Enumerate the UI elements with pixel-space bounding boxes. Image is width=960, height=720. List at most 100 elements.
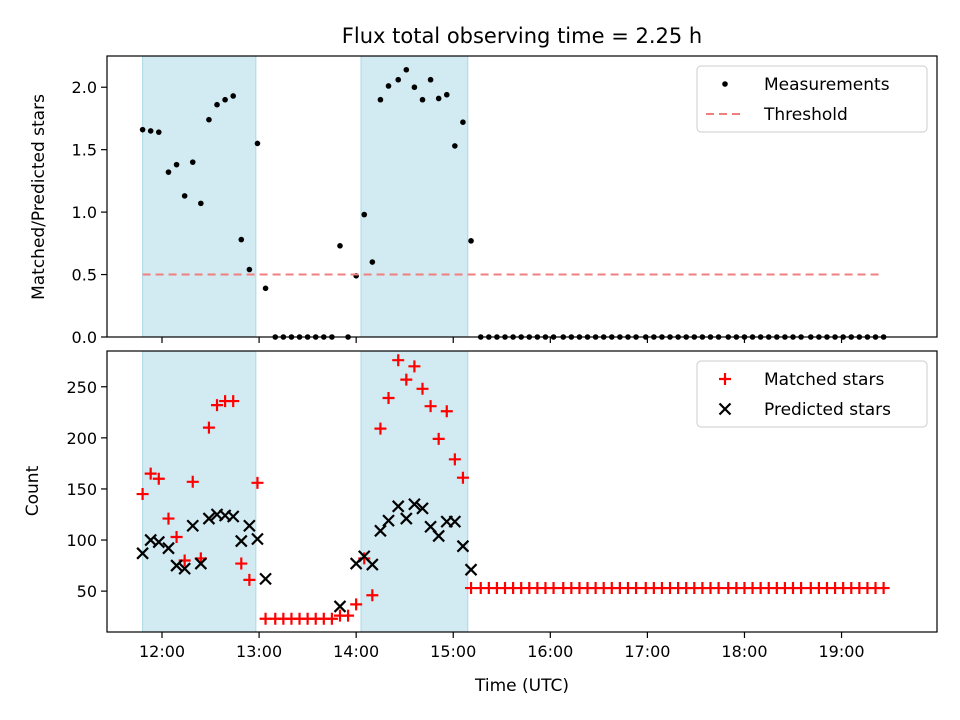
data-point <box>416 502 429 515</box>
shaded-interval <box>360 350 469 633</box>
data-point <box>342 609 355 622</box>
data-point <box>251 532 264 546</box>
data-point <box>243 573 256 586</box>
data-point <box>186 519 200 533</box>
data-point <box>254 140 261 147</box>
shaded-interval <box>142 55 257 338</box>
axes-frame <box>106 350 938 633</box>
data-point <box>440 405 453 418</box>
x-tick-label: 19:00 <box>818 642 864 661</box>
y-tick-label: 250 <box>66 378 97 397</box>
legend-entry: Predicted stars <box>764 400 891 420</box>
data-point <box>325 612 338 625</box>
y-tick-label: 50 <box>77 582 97 601</box>
top-y-axis-label: Matched/Predicted stars <box>29 94 49 300</box>
legend: Measurements Threshold <box>696 65 928 133</box>
data-point <box>136 488 149 501</box>
data-point <box>198 200 204 207</box>
x-tick-label: 12:00 <box>139 642 185 661</box>
shaded-interval <box>142 350 257 633</box>
data-point <box>443 91 450 98</box>
data-point <box>877 582 890 595</box>
x-tick-label: 18:00 <box>721 642 767 661</box>
legend-box <box>696 360 928 428</box>
y-tick-label: 0.0 <box>72 328 97 347</box>
y-tick-label: 0.5 <box>72 266 97 285</box>
data-point <box>385 83 392 89</box>
legend-marker <box>719 373 731 385</box>
data-point <box>416 382 429 395</box>
x-tick-label: 17:00 <box>624 642 670 661</box>
series-predicted-stars <box>136 497 478 613</box>
data-point <box>202 421 215 434</box>
data-point <box>400 512 413 525</box>
top-axes: 0.0 0.5 1.0 1.5 2.0 Measurements Threshold <box>72 55 938 347</box>
data-point <box>350 598 363 611</box>
chart-title: Flux total observing time = 2.25 h <box>342 24 702 48</box>
axes-frame <box>106 55 938 338</box>
data-point <box>391 500 405 513</box>
data-point <box>162 512 175 525</box>
data-point <box>411 84 418 91</box>
data-point <box>424 400 437 413</box>
data-point <box>369 259 376 265</box>
data-point <box>165 169 172 175</box>
data-point <box>464 563 478 576</box>
y-tick-label: 150 <box>66 480 97 499</box>
legend-entry: Threshold <box>763 105 848 125</box>
data-point <box>139 126 146 133</box>
data-point <box>251 476 264 489</box>
data-point <box>460 119 466 125</box>
data-point <box>452 143 458 149</box>
x-tick-label: 14:00 <box>333 642 379 661</box>
data-point <box>374 422 387 435</box>
data-point <box>147 128 154 134</box>
data-point <box>243 519 256 533</box>
x-tick-label: 16:00 <box>527 642 573 661</box>
data-point <box>448 515 462 528</box>
data-point <box>408 360 421 373</box>
data-point <box>222 96 228 103</box>
data-point <box>152 472 165 485</box>
data-point <box>235 557 248 570</box>
data-point <box>337 243 343 249</box>
data-point <box>448 453 461 466</box>
data-point <box>377 96 384 103</box>
data-point <box>366 589 379 602</box>
x-tick-label: 13:00 <box>236 642 282 661</box>
data-point <box>395 76 402 83</box>
data-point <box>262 285 269 292</box>
data-point <box>189 159 196 165</box>
bottom-axes: 50 100 150 200 250 12:00 13:00 14:00 15:00 16:00 1… <box>66 350 938 661</box>
series-matched-stars <box>136 354 890 625</box>
data-point <box>152 535 166 549</box>
data-point <box>432 432 445 445</box>
data-point <box>366 558 379 571</box>
data-point <box>155 129 162 135</box>
data-point <box>456 471 469 484</box>
data-point <box>432 529 445 543</box>
data-point <box>408 497 421 511</box>
data-point <box>238 236 245 243</box>
data-point <box>181 193 188 199</box>
data-point <box>170 530 183 543</box>
data-point <box>403 66 410 73</box>
data-point <box>211 399 224 412</box>
shaded-interval <box>360 55 469 338</box>
data-point <box>170 559 183 572</box>
data-point <box>382 514 395 527</box>
data-point <box>194 557 208 570</box>
data-point <box>468 238 474 244</box>
data-point <box>361 211 368 218</box>
data-point <box>259 572 272 586</box>
y-tick-label: 200 <box>66 429 97 448</box>
data-point <box>435 95 442 102</box>
data-point <box>235 534 248 548</box>
data-point <box>246 266 253 273</box>
data-point <box>456 539 470 553</box>
data-point <box>374 524 387 538</box>
data-point <box>333 600 347 613</box>
y-tick-label: 2.0 <box>72 78 97 97</box>
legend-box <box>696 65 928 133</box>
